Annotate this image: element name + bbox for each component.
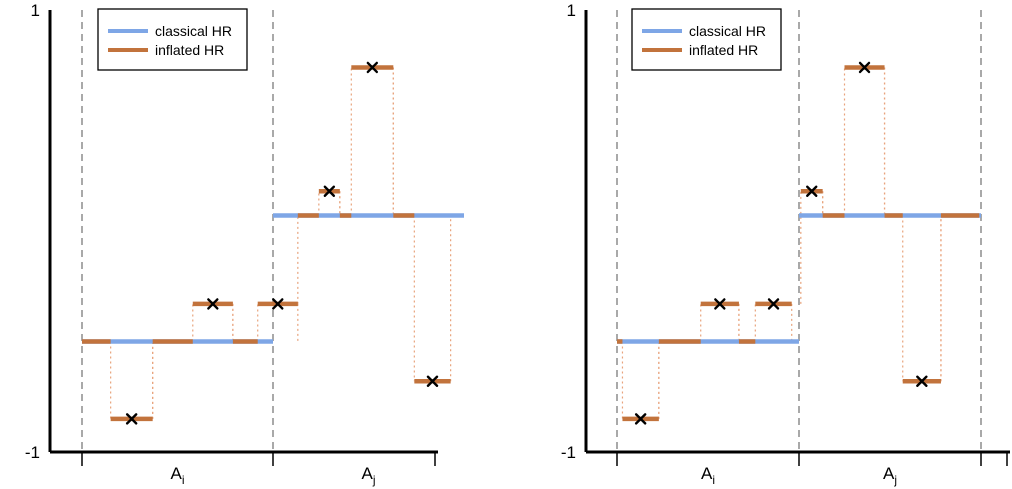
x-marker bbox=[125, 413, 138, 425]
legend: classical HR inflated HR bbox=[631, 8, 782, 71]
x-marker bbox=[767, 298, 780, 310]
chart-panel-1: 1 -1 Ai Aj classical HR inflated HR bbox=[25, 1, 464, 487]
x-marker bbox=[714, 298, 726, 310]
y-tick-label-bottom: -1 bbox=[561, 443, 576, 462]
region-label-i: Ai bbox=[170, 464, 184, 487]
x-marker bbox=[426, 375, 439, 387]
x-marker bbox=[323, 185, 336, 197]
x-marker bbox=[916, 375, 928, 387]
legend-label-classical: classical HR bbox=[689, 23, 766, 39]
chart-panel-2: 1 -1 Ai Aj classical HR inflated HR bbox=[561, 1, 1010, 487]
legend: classical HR inflated HR bbox=[97, 8, 248, 71]
x-marker bbox=[366, 61, 379, 74]
legend-box bbox=[631, 8, 782, 71]
legend-label-classical: classical HR bbox=[155, 23, 232, 39]
x-marker bbox=[634, 413, 647, 425]
legend-label-inflated: inflated HR bbox=[689, 42, 758, 58]
region-label-j: Aj bbox=[361, 464, 375, 487]
x-marker bbox=[207, 298, 219, 310]
region-label-i: Ai bbox=[701, 464, 715, 487]
x-marker bbox=[272, 298, 284, 310]
y-tick-label-top: 1 bbox=[31, 1, 40, 20]
x-marker bbox=[806, 185, 818, 197]
x-marker bbox=[858, 61, 871, 74]
y-tick-label-top: 1 bbox=[567, 1, 576, 20]
legend-box bbox=[97, 8, 248, 71]
region-label-j: Aj bbox=[883, 464, 897, 487]
legend-label-inflated: inflated HR bbox=[155, 42, 224, 58]
y-tick-label-bottom: -1 bbox=[25, 443, 40, 462]
